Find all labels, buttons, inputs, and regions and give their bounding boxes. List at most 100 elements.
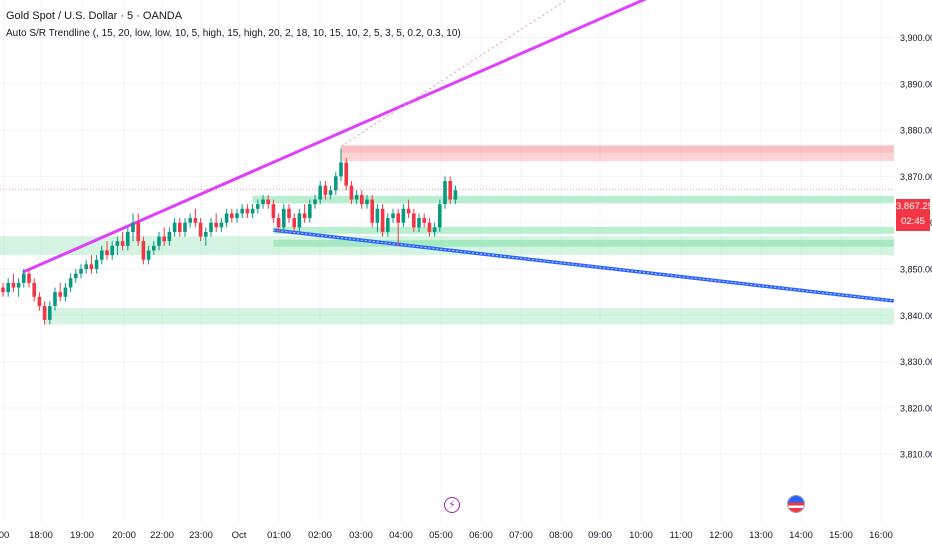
candle-body [53,292,57,307]
candle-body [162,236,166,242]
candle-body [209,222,213,232]
candle-body [198,222,203,237]
candle-body [401,208,406,223]
candle-body [386,218,390,232]
time-axis[interactable]: 00 18:00 19:00 20:00 22:00 23:00 Oct 01:00 02:00… [0,530,893,541]
candle-body [27,273,31,283]
candle-body [334,176,338,191]
candle-body [63,287,68,297]
price-tick-label: 3,850.000 [900,265,932,275]
price-tick-label: 3,880.000 [900,126,932,136]
time-tick-label: 12:00 [709,530,733,541]
candle-body [323,185,328,195]
candle-body [84,264,88,269]
candle-body [282,208,286,228]
candle-body [417,218,421,228]
time-tick-label: 16:00 [869,530,893,541]
candle-body [219,222,224,228]
time-tick-label: 02:00 [308,530,332,541]
candle-body [261,199,265,205]
last-price-value: 3,867.250 [896,201,932,212]
candle-body [204,231,208,237]
time-tick-label: 18:00 [29,530,53,541]
candle-body [240,208,244,214]
upper-extension-trendline [340,0,568,147]
candle-body [432,227,437,232]
time-tick-label: 09:00 [588,530,612,541]
candle-body [224,213,229,223]
candle-body [448,181,452,200]
candle-body [271,204,276,219]
time-tick-label: 13:00 [749,530,773,541]
resistance-zone [341,145,894,153]
time-tick-label: 05:00 [429,530,453,541]
indicator-title[interactable]: Auto S/R Trendline (, 15, 20, low, low, … [6,28,461,39]
candle-body [287,208,291,219]
candle-body [256,204,260,209]
candle-body [406,208,411,214]
candle-body [391,213,395,219]
resistance-zone [341,145,894,162]
candle-body [453,190,458,200]
candles [1,148,458,325]
time-tick-label: 11:00 [669,530,692,541]
candle-body [126,231,130,246]
candle-body [58,292,62,297]
candle-body [375,208,380,223]
candle-body [245,208,250,214]
candle-body [16,282,21,288]
candle-body [100,250,104,260]
price-axis[interactable]: 3,810.000 3,820.000 3,830.000 3,840.000 3,85… [900,33,932,460]
candle-body [318,185,322,200]
candle-body [167,231,172,242]
candle-body [250,208,255,214]
candle-body [344,162,348,186]
bar-countdown: 02:45 [901,216,925,227]
symbol-title[interactable]: Gold Spot / U.S. Dollar · 5 · OANDA [6,10,183,22]
candle-body [339,162,343,177]
sr-zones [0,145,895,325]
candle-body [380,208,385,232]
time-tick-label: 06:00 [469,530,493,541]
candle-body [313,199,317,205]
time-tick-label: 20:00 [112,530,136,541]
candle-body [214,222,218,228]
candle-body [438,204,442,228]
candle-body [32,282,36,297]
candle-body [370,199,374,223]
support-zone [273,239,894,247]
candle-body [412,213,416,228]
candle-body [141,241,146,260]
time-tick-label: 03:00 [349,530,373,541]
candle-body [74,273,78,279]
candle-body [365,199,369,205]
time-tick-label: 10:00 [629,530,653,541]
price-tick-label: 3,830.000 [900,357,932,367]
candle-body [235,213,239,219]
us-flag-icon[interactable] [787,495,805,513]
candle-body [89,264,94,269]
candle-body [136,222,140,242]
last-price-badge: 3,867.250 02:45 [896,199,932,231]
candle-body [94,259,99,269]
candle-body [188,218,192,223]
lightning-icon[interactable]: ⚡ [444,497,460,513]
time-tick-label: 00 [0,530,9,541]
candle-body [422,218,426,223]
price-tick-label: 3,810.000 [900,450,932,460]
candle-body [354,194,359,200]
candle-body [68,278,73,288]
candle-body [266,199,270,205]
candle-body [349,185,354,200]
candle-body [131,222,135,232]
candle-body [308,204,312,219]
candle-body [178,222,182,232]
candle-body [1,287,5,293]
candle-body [42,306,47,320]
candle-body [48,306,52,320]
time-tick-label: 07:00 [509,530,533,541]
price-tick-label: 3,840.000 [900,311,932,321]
candle-body [11,282,16,288]
time-tick-label: 23:00 [189,530,213,541]
